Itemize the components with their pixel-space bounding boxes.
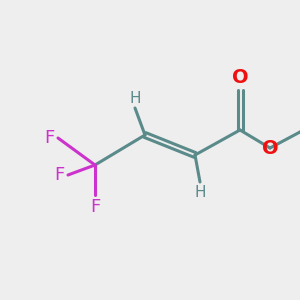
Text: H: H bbox=[129, 91, 141, 106]
Text: F: F bbox=[45, 129, 55, 147]
Text: F: F bbox=[55, 166, 65, 184]
Text: O: O bbox=[262, 139, 278, 158]
Text: H: H bbox=[194, 185, 206, 200]
Text: O: O bbox=[232, 68, 248, 87]
Text: F: F bbox=[90, 198, 100, 216]
